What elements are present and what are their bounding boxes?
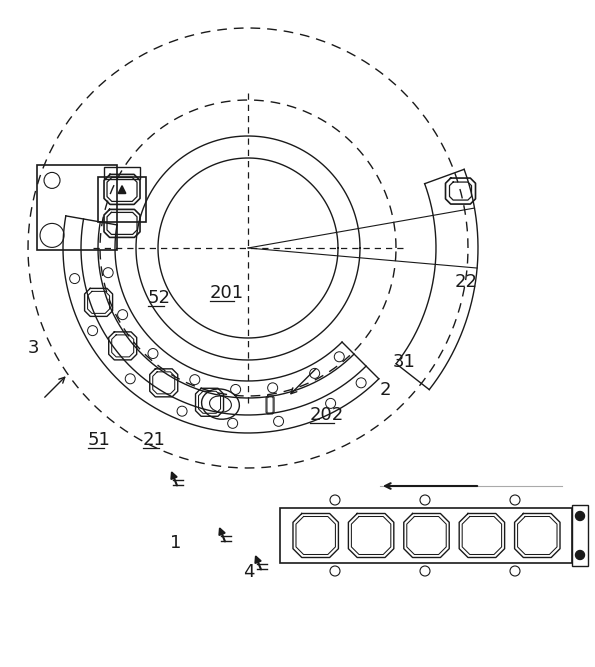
Text: 1: 1	[170, 534, 181, 552]
Bar	[98, 177, 146, 222]
Text: 201: 201	[210, 284, 244, 302]
Text: 2: 2	[380, 381, 392, 399]
Circle shape	[575, 512, 584, 520]
Text: 31: 31	[393, 353, 416, 371]
Text: 52: 52	[148, 289, 171, 307]
Bar	[280, 508, 572, 563]
Circle shape	[575, 550, 584, 560]
Text: 51: 51	[88, 431, 111, 449]
Text: 21: 21	[143, 431, 166, 449]
Bar	[104, 167, 140, 179]
Text: 3: 3	[28, 339, 39, 357]
Text: 22: 22	[455, 273, 478, 291]
Text: 202: 202	[310, 406, 345, 424]
Bar	[572, 505, 588, 566]
Text: 4: 4	[243, 563, 255, 581]
